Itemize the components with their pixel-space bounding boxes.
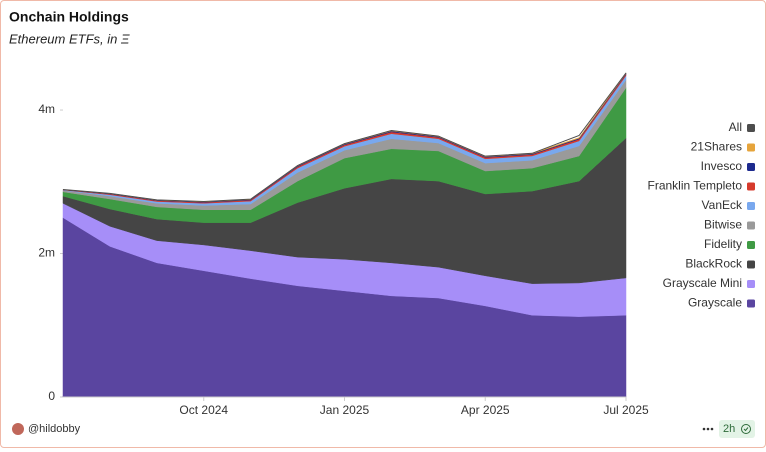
fresh-icon	[741, 424, 751, 434]
legend-swatch	[747, 221, 755, 230]
author-avatar	[12, 423, 24, 435]
fresh-check	[743, 427, 749, 432]
legend-label: VanEck	[702, 198, 743, 212]
legend-swatch	[747, 143, 755, 152]
legend-swatch	[747, 299, 755, 308]
more-menu[interactable]	[702, 427, 714, 431]
x-tick-label: Jan 2025	[320, 403, 370, 417]
legend-swatch	[747, 280, 755, 288]
legend-label: Fidelity	[704, 237, 742, 251]
legend-swatch	[747, 182, 755, 191]
plot: 0 2m 4m Oct 2024 Jan 2025 Apr 2025 Jul 2025	[38, 72, 649, 417]
legend-label: Grayscale	[688, 296, 742, 310]
x-tick-label: Oct 2024	[179, 403, 228, 417]
author[interactable]: @hildobby	[28, 423, 81, 435]
legend-swatch	[747, 163, 755, 171]
x-tick-label: Apr 2025	[461, 403, 510, 417]
age: 2h	[723, 423, 735, 435]
legend-label: Grayscale Mini	[663, 276, 742, 290]
legend-label: Bitwise	[704, 218, 742, 232]
y-tick-label: 4m	[38, 102, 55, 116]
legend-swatch	[747, 260, 755, 269]
total-line	[62, 72, 627, 203]
x-tick-label: Jul 2025	[603, 403, 649, 417]
chart-subtitle: Ethereum ETFs, in Ξ	[9, 31, 130, 46]
legend-label: Franklin Templeto	[648, 179, 743, 193]
legend-swatch	[747, 241, 755, 249]
chart-title: Onchain Holdings	[9, 9, 129, 25]
legend-label: BlackRock	[685, 257, 743, 271]
legend-label: 21Shares	[691, 140, 742, 154]
y-tick-label: 0	[48, 389, 55, 403]
legend-swatch	[747, 202, 755, 210]
legend: All 21Shares Invesco Franklin Templeto VanEc…	[648, 120, 755, 310]
legend-label: All	[729, 120, 742, 134]
y-tick-label: 2m	[38, 246, 55, 260]
legend-swatch	[747, 124, 755, 132]
legend-label: Invesco	[701, 159, 743, 173]
